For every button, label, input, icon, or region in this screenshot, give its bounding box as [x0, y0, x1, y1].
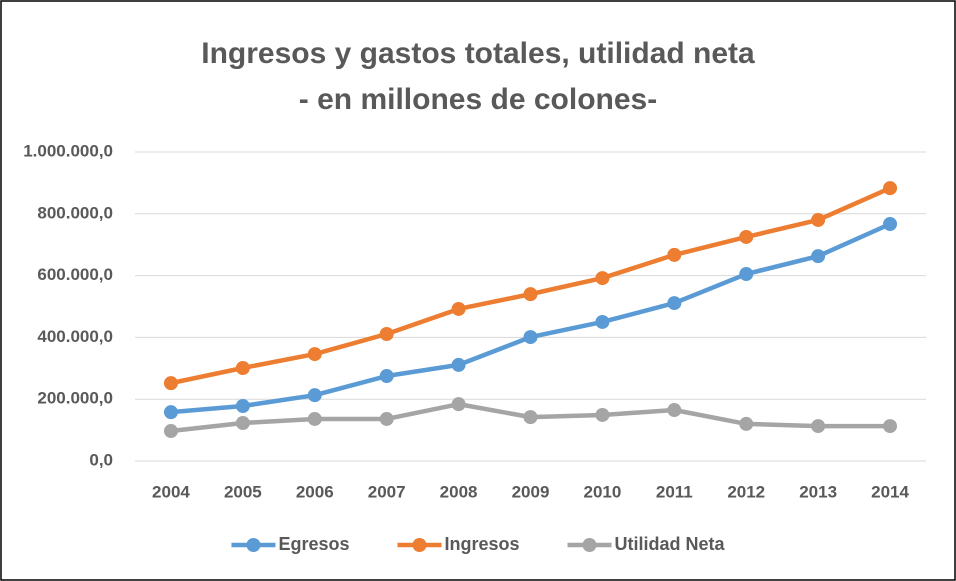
- x-tick-label: 2005: [224, 482, 262, 501]
- point: [307, 388, 322, 403]
- point: [451, 301, 466, 316]
- point: [163, 405, 178, 420]
- point: [379, 327, 394, 342]
- point: [523, 287, 538, 302]
- point: [883, 216, 898, 231]
- point: [883, 419, 898, 434]
- point: [163, 376, 178, 391]
- legend-marker: [246, 538, 261, 552]
- chart-title: Ingresos y gastos totales, utilidad neta: [201, 37, 755, 70]
- y-tick-label: 1.000.000,0: [23, 141, 113, 160]
- point: [523, 410, 538, 425]
- x-tick-label: 2014: [871, 482, 909, 501]
- point: [523, 330, 538, 345]
- point: [739, 267, 754, 282]
- point: [595, 271, 610, 286]
- legend-label: Utilidad Neta: [615, 534, 726, 554]
- point: [811, 419, 826, 434]
- point: [739, 416, 754, 431]
- point: [667, 247, 682, 262]
- point: [235, 415, 250, 430]
- chart-subtitle: - en millones de colones-: [299, 83, 657, 116]
- x-tick-label: 2011: [656, 482, 693, 501]
- legend-marker: [412, 538, 427, 552]
- point: [667, 296, 682, 311]
- point: [811, 212, 826, 227]
- legend-marker: [582, 538, 597, 552]
- point: [451, 397, 466, 412]
- point: [379, 369, 394, 384]
- point: [811, 249, 826, 264]
- legend-label: Egresos: [278, 534, 349, 554]
- x-tick-label: 2007: [368, 482, 406, 501]
- y-tick-label: 200.000,0: [37, 389, 113, 408]
- x-tick-label: 2012: [727, 482, 765, 501]
- y-tick-label: 0,0: [89, 450, 113, 469]
- point: [667, 403, 682, 418]
- point: [883, 181, 898, 196]
- point: [379, 411, 394, 426]
- point: [739, 229, 754, 244]
- point: [595, 407, 610, 422]
- x-tick-label: 2010: [583, 482, 621, 501]
- point: [307, 347, 322, 362]
- x-tick-label: 2004: [152, 482, 190, 501]
- y-tick-label: 800.000,0: [37, 203, 113, 222]
- x-tick-label: 2013: [799, 482, 837, 501]
- point: [595, 314, 610, 329]
- point: [235, 360, 250, 375]
- y-tick-label: 400.000,0: [37, 327, 113, 346]
- point: [235, 398, 250, 413]
- point: [451, 357, 466, 372]
- point: [307, 411, 322, 426]
- x-tick-label: 2006: [296, 482, 334, 501]
- x-tick-label: 2008: [440, 482, 478, 501]
- legend: Egresos Ingresos Utilidad Neta: [231, 534, 726, 554]
- x-tick-label: 2009: [512, 482, 550, 501]
- y-tick-label: 600.000,0: [37, 265, 113, 284]
- legend-label: Ingresos: [445, 534, 520, 554]
- point: [163, 424, 178, 439]
